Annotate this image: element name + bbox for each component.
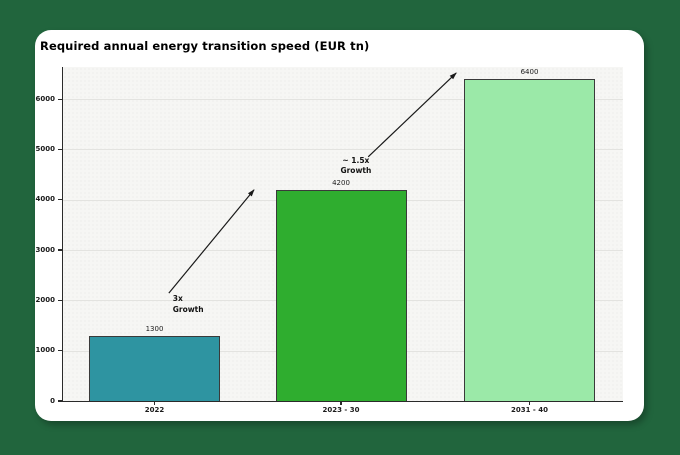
- y-tick-label-3000: 3000: [35, 245, 55, 254]
- x-tick-mark-0: [153, 401, 156, 405]
- bar-value-2031 - 40: 6400: [520, 68, 539, 76]
- gridline-6000: [63, 99, 623, 101]
- y-tick-mark-3000: [57, 249, 62, 251]
- y-tick-mark-5000: [57, 148, 62, 151]
- y-tick-mark-6000: [57, 98, 62, 100]
- growth-annotation-0: 3x Growth: [172, 294, 204, 314]
- growth-annotation-1: ~ 1.5x Growth: [340, 155, 372, 176]
- x-tick-label-2: 2031 - 40: [510, 406, 548, 414]
- y-tick-mark-4000: [57, 199, 62, 201]
- x-tick-mark-1: [340, 401, 342, 405]
- y-tick-label-2000: 2000: [35, 295, 55, 304]
- growth-arrow-0: [168, 189, 255, 294]
- chart-card: Required annual energy transition speed …: [35, 30, 644, 421]
- y-tick-mark-2000: [57, 299, 62, 302]
- y-tick-mark-0: [57, 400, 62, 402]
- y-tick-label-5000: 5000: [35, 144, 55, 153]
- x-tick-label-1: 2023 - 30: [322, 406, 360, 414]
- y-tick-label-1000: 1000: [35, 346, 55, 355]
- x-tick-mark-2: [528, 401, 531, 405]
- gridline-5000: [63, 149, 623, 151]
- plot-area: 0 1000 2000 3000 4000 5000 6000 1300 2022 4200 20…: [36, 67, 623, 414]
- bar-value-2023 - 30: 4200: [332, 179, 350, 187]
- growth-arrow-1: [367, 72, 457, 158]
- x-tick-label-0: 2022: [144, 406, 165, 414]
- chart-title: Required annual energy transition speed …: [40, 39, 370, 53]
- bar-2022: [89, 336, 220, 401]
- y-tick-label-4000: 4000: [35, 195, 55, 204]
- y-tick-mark-1000: [57, 350, 62, 352]
- bar-2031 - 40: [464, 79, 595, 401]
- y-tick-label-6000: 6000: [35, 94, 55, 103]
- bar-2023 - 30: [275, 190, 407, 401]
- bar-value-2022: 1300: [145, 325, 164, 333]
- y-tick-label-0: 0: [50, 396, 55, 405]
